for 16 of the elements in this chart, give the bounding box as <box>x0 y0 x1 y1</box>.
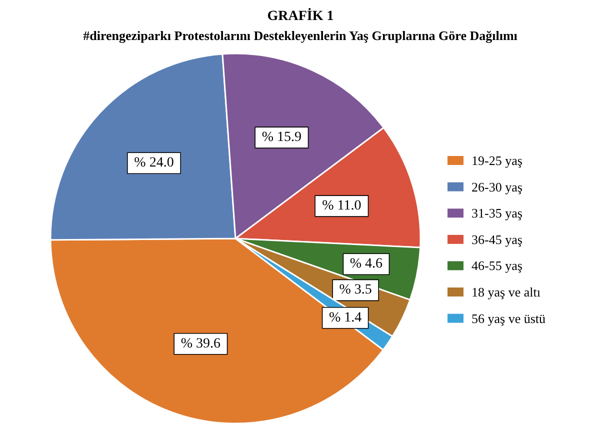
legend-label: 36-45 yaş <box>472 232 522 247</box>
legend-label: 56 yaş ve üstü <box>472 310 546 326</box>
data-label: % 39.6 <box>180 336 221 352</box>
data-label: % 1.4 <box>328 310 362 326</box>
legend-label: 31-35 yaş <box>472 206 522 221</box>
data-label: % 24.0 <box>134 156 174 171</box>
legend-label: 19-25 yaş <box>472 153 522 168</box>
chart-subtitle: #direngeziparkı Protestolarını Destekleyenlerin Yaş Gruplarına Göre Dağılımı <box>83 28 518 43</box>
chart-title: GRAFİK 1 <box>267 8 334 24</box>
data-label: % 4.6 <box>350 256 383 272</box>
legend-label: 26-30 yaş <box>472 179 522 194</box>
data-label: % 3.5 <box>339 282 372 298</box>
legend-label: 18 yaş ve altı <box>472 284 541 300</box>
data-label: % 15.9 <box>262 130 302 146</box>
data-label: % 11.0 <box>322 198 362 214</box>
legend-label: 46-55 yaş <box>472 258 522 274</box>
